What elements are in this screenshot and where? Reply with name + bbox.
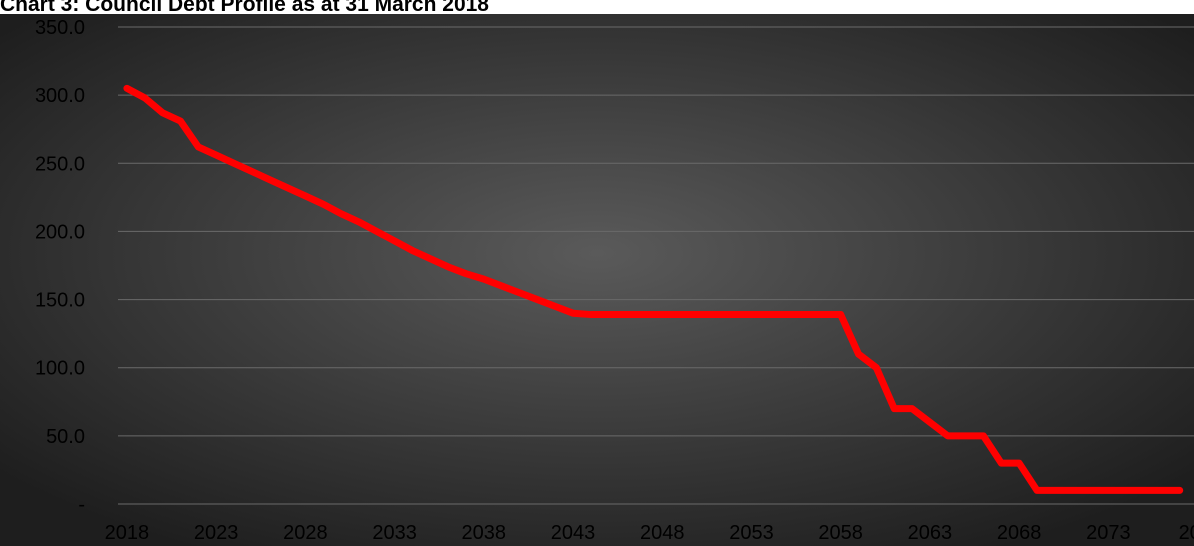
y-tick-label: -	[78, 494, 85, 516]
x-tick-label: 2073	[1086, 522, 1131, 544]
x-tick-label: 2063	[908, 522, 953, 544]
x-tick-label: 2058	[818, 522, 863, 544]
x-tick-label: 2028	[283, 522, 328, 544]
y-tick-label: 50.0	[46, 426, 85, 448]
x-tick-label: 2023	[194, 522, 239, 544]
y-tick-label: 350.0	[35, 17, 85, 39]
data-line	[123, 84, 1184, 494]
y-tick-label: 200.0	[35, 221, 85, 243]
x-tick-label: 20	[1179, 522, 1194, 544]
x-tick-label: 2053	[729, 522, 774, 544]
y-tick-label: 100.0	[35, 358, 85, 380]
y-tick-label: 300.0	[35, 85, 85, 107]
x-tick-label: 2048	[640, 522, 685, 544]
x-tick-label: 2018	[105, 522, 150, 544]
x-tick-label: 2038	[462, 522, 507, 544]
x-tick-label: 2043	[551, 522, 596, 544]
x-tick-label: 2033	[372, 522, 417, 544]
chart-title: Chart 3: Council Debt Profile as at 31 M…	[0, 0, 489, 16]
y-tick-label: 150.0	[35, 290, 85, 312]
x-tick-label: 2068	[997, 522, 1042, 544]
y-tick-label: 250.0	[35, 153, 85, 175]
